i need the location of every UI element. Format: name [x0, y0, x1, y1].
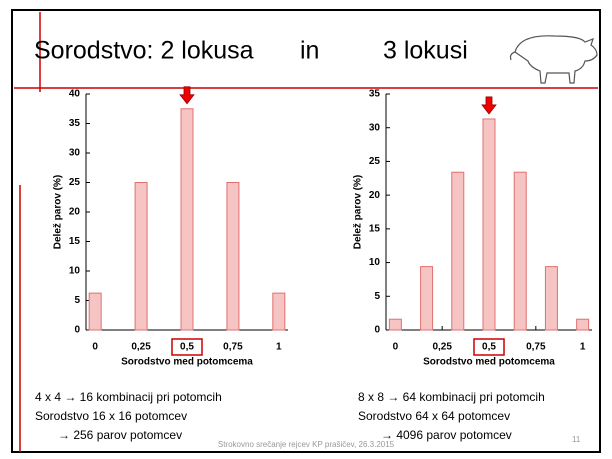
page-number: 11 [572, 435, 581, 444]
bar [421, 267, 433, 330]
y-tick-label: 25 [69, 177, 81, 188]
slide-frame [12, 10, 600, 452]
title: Sorodstvo: 2 lokusa [34, 37, 254, 65]
title: 3 lokusi [383, 37, 468, 65]
bar [483, 119, 495, 330]
y-tick-label: 15 [69, 236, 81, 247]
x-tick-label: 0,5 [180, 342, 194, 353]
y-axis-label: Delež parov (%) [53, 175, 64, 249]
bar [545, 267, 557, 330]
y-tick-label: 30 [69, 148, 81, 159]
title: in [300, 37, 319, 65]
caption: 8 x 8 → 64 kombinacij pri potomcih [358, 390, 545, 404]
x-tick-label: 1 [580, 342, 586, 353]
bar [389, 319, 401, 330]
y-tick-label: 10 [369, 257, 381, 268]
x-tick-label: 0 [393, 342, 399, 353]
y-tick-label: 35 [369, 89, 381, 100]
x-axis-label: Sorodstvo med potomcema [423, 357, 555, 368]
x-tick-label: 0,75 [526, 342, 546, 353]
bar [89, 293, 101, 330]
y-axis-label: Delež parov (%) [353, 175, 364, 249]
caption: → 256 parov potomcev [58, 428, 182, 442]
y-tick-label: 30 [369, 122, 381, 133]
bar [227, 183, 239, 331]
caption: → 4096 parov potomcev [381, 428, 512, 442]
slide: Sorodstvo: 2 lokusa in 3 lokusi 4 x 4 → … [0, 0, 612, 459]
bar [514, 172, 526, 330]
y-tick-label: 15 [369, 223, 381, 234]
x-tick-label: 0,25 [131, 342, 151, 353]
footer: Strokovno srečanje rejcev KP prašičev, 2… [218, 440, 395, 449]
x-tick-label: 0,25 [432, 342, 452, 353]
bar [273, 293, 285, 330]
y-tick-label: 40 [69, 89, 81, 100]
caption: Sorodstvo 16 x 16 potomcev [35, 409, 187, 423]
y-tick-label: 5 [74, 295, 80, 306]
y-tick-label: 35 [69, 118, 81, 129]
caption: 4 x 4 → 16 kombinacij pri potomcih [35, 390, 222, 404]
x-tick-label: 0,75 [223, 342, 243, 353]
y-tick-label: 10 [69, 266, 81, 277]
x-axis-label: Sorodstvo med potomcema [121, 357, 253, 368]
bar [577, 319, 589, 330]
x-tick-label: 1 [276, 342, 282, 353]
y-tick-label: 25 [369, 156, 381, 167]
bar [135, 183, 147, 331]
x-tick-label: 0,5 [482, 342, 496, 353]
y-tick-label: 0 [374, 325, 380, 336]
x-tick-label: 0 [92, 342, 98, 353]
y-tick-label: 0 [74, 325, 80, 336]
caption: Sorodstvo 64 x 64 potomcev [358, 409, 510, 423]
bar [452, 172, 464, 330]
bar [181, 109, 193, 330]
y-tick-label: 20 [69, 207, 81, 218]
y-tick-label: 20 [369, 190, 381, 201]
y-tick-label: 5 [374, 291, 380, 302]
